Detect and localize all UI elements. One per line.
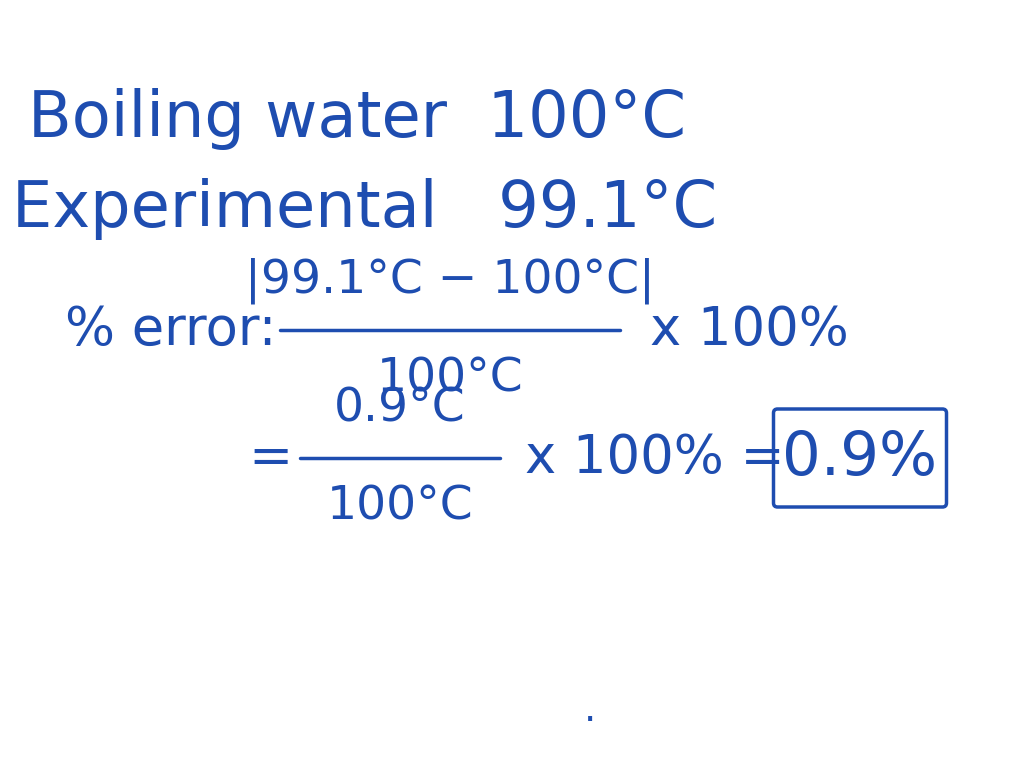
Text: .: . [584, 691, 596, 729]
Text: 0.9%: 0.9% [782, 429, 938, 488]
FancyBboxPatch shape [773, 409, 946, 507]
Text: 100°C: 100°C [327, 484, 473, 529]
Text: Boiling water  100°C: Boiling water 100°C [28, 88, 686, 150]
Text: Experimental   99.1°C: Experimental 99.1°C [12, 178, 717, 240]
Text: 0.9°C: 0.9°C [334, 387, 466, 432]
Text: 100°C: 100°C [377, 356, 523, 401]
Text: x 100%: x 100% [650, 304, 849, 356]
Text: =: = [248, 432, 292, 484]
Text: |99.1°C − 100°C|: |99.1°C − 100°C| [245, 257, 655, 304]
Text: x 100% =: x 100% = [525, 432, 784, 484]
Text: % error:: % error: [65, 304, 276, 356]
